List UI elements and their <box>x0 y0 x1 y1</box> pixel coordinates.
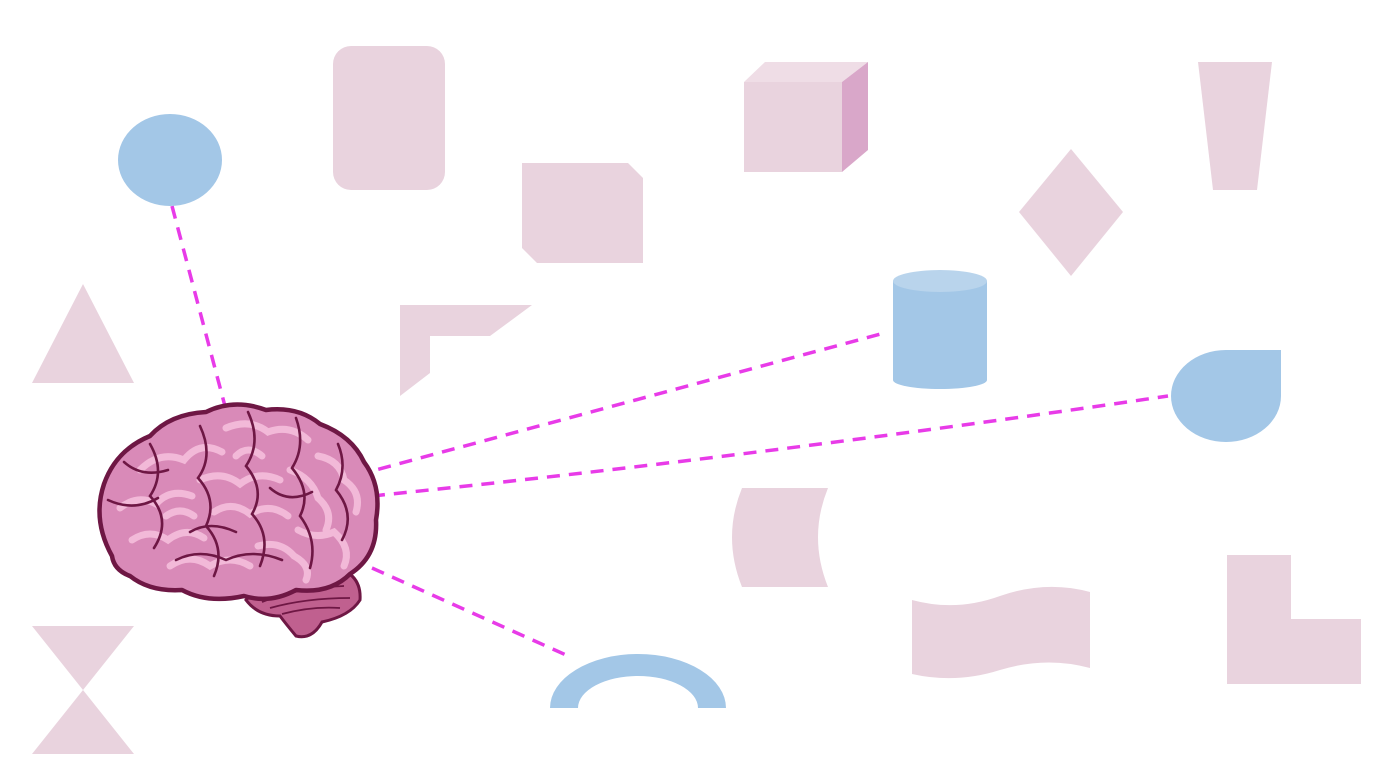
diamond-shape <box>1019 149 1123 276</box>
wave-banner-shape <box>912 586 1090 679</box>
hourglass-shape <box>32 626 134 754</box>
cut-rectangle-shape <box>732 488 828 587</box>
triangle-shape <box>32 284 134 383</box>
connector-to-circle <box>170 205 228 411</box>
connector-to-arch <box>371 566 567 657</box>
connector-to-teardrop <box>371 394 1169 498</box>
corner-frame-shape <box>400 305 532 396</box>
trapezoid-shape <box>1198 62 1272 190</box>
teardrop-shape <box>1171 350 1281 442</box>
circle-shape <box>118 114 222 206</box>
connector-to-cylinder <box>356 330 889 477</box>
snipped-corner-square-shape <box>522 163 643 263</box>
connectors <box>170 205 1169 657</box>
cube-shape <box>744 62 868 172</box>
highlighted-shapes <box>118 114 1281 708</box>
background-shapes <box>32 46 1361 754</box>
brain-icon <box>97 402 380 639</box>
arch-shape <box>550 654 726 708</box>
l-shape <box>1227 555 1361 684</box>
rounded-rectangle-shape <box>333 46 445 190</box>
cylinder-shape <box>893 270 987 389</box>
